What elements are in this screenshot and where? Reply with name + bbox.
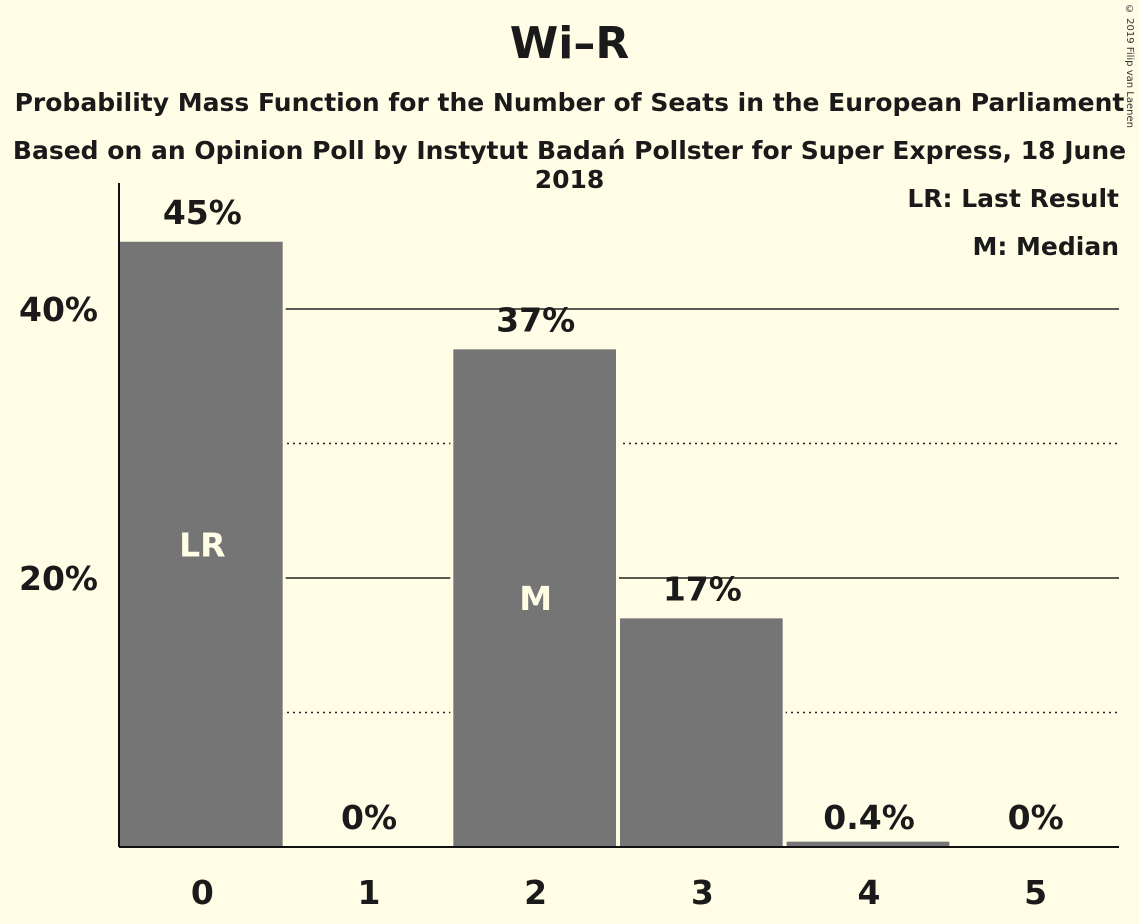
x-tick-label: 4 xyxy=(858,873,881,912)
legend-last-result: LR: Last Result xyxy=(907,184,1119,213)
chart-subtitle-line2: Based on an Opinion Poll by Instytut Bad… xyxy=(12,136,1127,194)
chart-title: Wi–R xyxy=(509,18,630,69)
bar xyxy=(453,349,616,847)
y-tick-label: 40% xyxy=(19,290,98,329)
bar xyxy=(620,618,783,847)
copyright-note: © 2019 Filip van Laenen xyxy=(1124,4,1135,128)
bar xyxy=(120,241,283,847)
bar-value-label: 0% xyxy=(341,798,397,837)
y-tick-label: 20% xyxy=(19,559,98,598)
bar xyxy=(786,841,950,847)
bar-value-label: 45% xyxy=(163,193,242,232)
legend-median: M: Median xyxy=(972,232,1119,261)
chart-subtitle-line1: Probability Mass Function for the Number… xyxy=(14,88,1125,117)
bar-value-label: 37% xyxy=(496,300,575,339)
bar-marker-label: LR xyxy=(179,525,225,564)
x-tick-label: 5 xyxy=(1024,873,1047,912)
bar-marker-label: M xyxy=(519,579,552,618)
bar-value-label: 0.4% xyxy=(823,798,915,837)
x-tick-label: 3 xyxy=(691,873,714,912)
bar-value-label: 0% xyxy=(1008,798,1064,837)
x-tick-label: 1 xyxy=(358,873,381,912)
x-tick-label: 2 xyxy=(524,873,547,912)
bar-value-label: 17% xyxy=(663,569,742,608)
x-tick-label: 0 xyxy=(191,873,214,912)
